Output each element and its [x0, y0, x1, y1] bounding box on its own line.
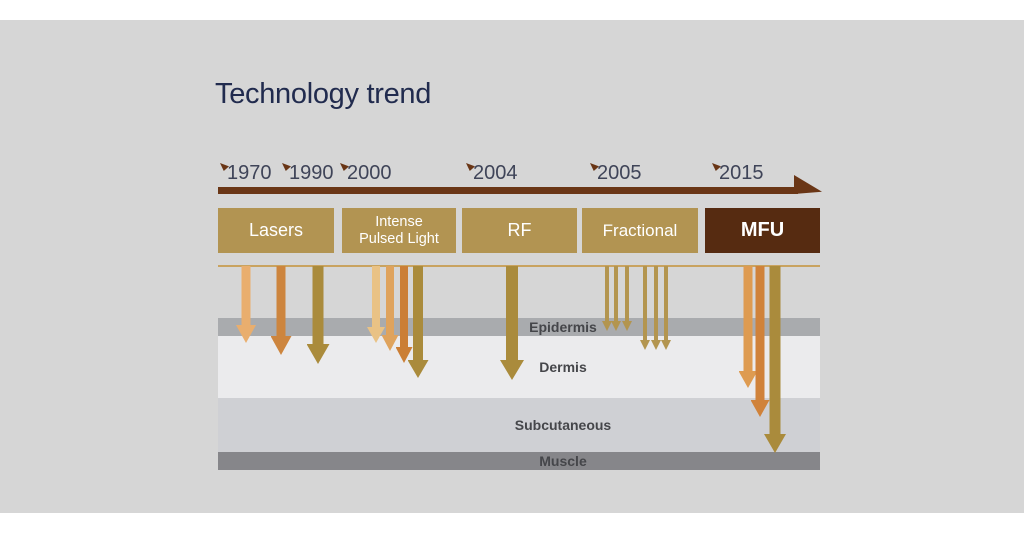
year-tick-icon — [466, 163, 475, 171]
year-tick-icon — [712, 163, 721, 171]
penetration-arrow-fractional — [622, 266, 632, 331]
tech-box-label: Lasers — [248, 220, 304, 241]
year-tick-icon — [590, 163, 599, 171]
layer-subcutaneous: Subcutaneous — [218, 398, 820, 452]
penetration-arrow-fractional — [651, 266, 661, 350]
tech-box-label: Fractional — [602, 220, 678, 240]
penetration-arrow-fractional — [661, 266, 671, 350]
layer-label-subcutaneous: Subcutaneous — [514, 417, 612, 433]
page-title: Technology trend — [215, 78, 432, 110]
tech-box-lasers: Lasers — [218, 208, 334, 253]
penetration-arrow-fractional — [602, 266, 612, 331]
penetration-arrow-fractional — [611, 266, 621, 331]
penetration-arrow-fractional — [640, 266, 650, 350]
penetration-arrow-intense-pulsed-light — [381, 266, 399, 351]
layer-muscle: Muscle — [218, 452, 820, 470]
penetration-arrow-mfu — [764, 266, 786, 453]
tech-box-label: MFU — [740, 219, 785, 242]
year-label-1970: 1970 — [227, 162, 272, 184]
year-tick-icon — [282, 163, 291, 171]
penetration-arrow-lasers — [270, 266, 292, 355]
year-tick-icon — [220, 163, 229, 171]
penetration-arrow-intense-pulsed-light — [367, 266, 385, 343]
tech-box-label: Pulsed Light — [359, 230, 439, 247]
tech-box-mfu: MFU — [705, 208, 820, 253]
layer-label-muscle: Muscle — [539, 453, 587, 469]
layer-epidermis: Epidermis — [218, 318, 820, 336]
tech-box-intense-pulsed-light: Intense Pulsed Light — [342, 208, 456, 253]
year-label-2005: 2005 — [597, 162, 642, 184]
penetration-arrow-lasers — [306, 266, 330, 364]
year-label-2015: 2015 — [719, 162, 764, 184]
penetration-arrow-intense-pulsed-light — [395, 266, 413, 363]
slide-canvas: Technology trend 1970 1990 2000 2004 2005 201… — [0, 20, 1024, 513]
timeline-bar — [218, 187, 798, 194]
tech-box-fractional: Fractional — [582, 208, 698, 253]
timeline-arrowhead-icon — [794, 175, 822, 194]
skin-surface-line — [218, 265, 820, 267]
year-label-2004: 2004 — [473, 162, 518, 184]
tech-box-rf: RF — [462, 208, 577, 253]
year-label-2000: 2000 — [347, 162, 392, 184]
tech-box-label: RF — [507, 220, 532, 241]
year-tick-icon — [340, 163, 349, 171]
tech-box-label: Intense — [375, 214, 423, 231]
layer-label-epidermis: Epidermis — [529, 319, 597, 335]
year-label-1990: 1990 — [289, 162, 334, 184]
layer-label-dermis: Dermis — [539, 359, 587, 375]
